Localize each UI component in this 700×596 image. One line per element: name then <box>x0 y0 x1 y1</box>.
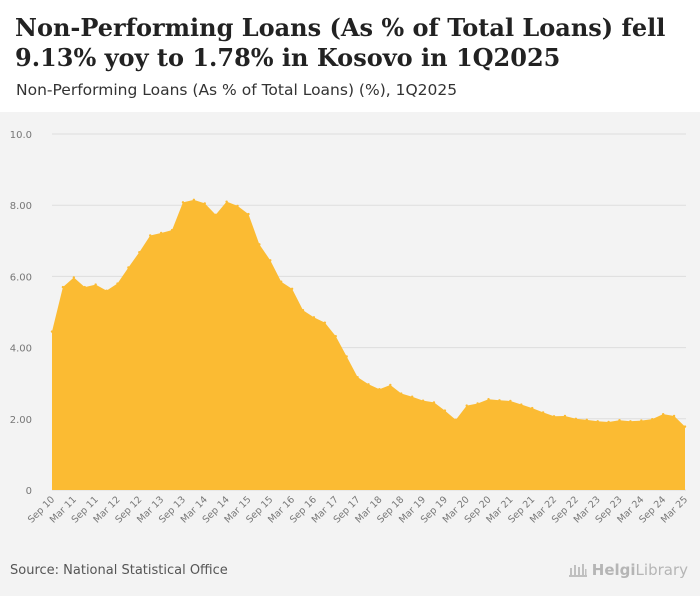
data-point <box>574 417 578 420</box>
data-point <box>94 283 97 286</box>
data-point <box>509 399 512 403</box>
data-point <box>476 402 479 405</box>
data-point <box>596 420 599 423</box>
data-point <box>378 388 381 391</box>
data-point <box>607 420 610 424</box>
data-point <box>465 404 468 407</box>
data-point <box>269 259 272 262</box>
y-tick-label: 8.00 <box>10 201 32 212</box>
helgi-library-logo: Helgi Library <box>568 561 688 579</box>
data-point <box>629 420 632 423</box>
data-point <box>400 392 403 395</box>
data-point <box>61 285 65 289</box>
data-point <box>127 266 130 269</box>
data-point <box>181 201 185 204</box>
header: Non-Performing Loans (As % of Total Loan… <box>0 0 700 112</box>
data-point <box>367 383 370 386</box>
data-point <box>410 395 414 398</box>
chart-title: Non-Performing Loans (As % of Total Loan… <box>15 13 666 72</box>
data-point <box>312 316 316 319</box>
brand-name-library: Library <box>635 561 688 579</box>
data-point <box>192 198 196 202</box>
data-point <box>585 418 588 422</box>
data-point <box>640 419 643 422</box>
data-point <box>301 309 305 312</box>
y-tick-label: 4.00 <box>10 344 32 355</box>
y-tick-label: 10.0 <box>10 130 32 141</box>
data-point <box>72 276 76 279</box>
data-point <box>672 414 676 418</box>
data-point <box>170 228 174 232</box>
data-point <box>138 250 141 254</box>
data-point <box>432 401 436 404</box>
data-point <box>356 375 359 379</box>
data-point <box>520 403 523 406</box>
data-point <box>661 412 665 416</box>
data-point <box>389 383 392 387</box>
data-point <box>541 411 545 414</box>
data-point <box>50 330 54 333</box>
chart-area: 0 2.00 4.00 6.00 8.00 10.0 Sep 10 Mar 11 Sep 11 M… <box>0 112 700 596</box>
data-point <box>116 282 119 285</box>
library-icon <box>568 562 588 578</box>
data-point <box>443 409 447 412</box>
y-tick-label: 6.00 <box>10 272 32 283</box>
brand-name-helgi: Helgi <box>591 561 636 579</box>
data-point <box>323 321 327 324</box>
data-point <box>258 243 261 246</box>
data-point <box>454 418 458 422</box>
data-point <box>651 417 654 421</box>
data-point <box>487 398 490 401</box>
data-point <box>214 213 217 217</box>
source-note: Source: National Statistical Office <box>10 563 228 578</box>
data-point <box>247 212 250 216</box>
data-point <box>334 335 337 338</box>
series-area <box>52 199 685 491</box>
data-point <box>105 289 108 292</box>
data-point <box>618 419 621 422</box>
data-point <box>149 234 152 237</box>
data-point <box>290 287 294 291</box>
data-point <box>552 415 556 418</box>
chart-subtitle: Non-Performing Loans (As % of Total Loan… <box>16 81 458 99</box>
data-point <box>236 204 239 208</box>
data-point <box>421 399 425 402</box>
data-point <box>203 202 206 205</box>
data-point <box>279 280 283 283</box>
data-point <box>345 355 348 358</box>
y-tick-label: 2.00 <box>10 415 32 426</box>
data-point <box>563 414 567 418</box>
data-point <box>531 406 534 410</box>
data-point <box>83 285 86 289</box>
y-tick-label: 0 <box>26 486 32 497</box>
data-point <box>498 399 501 402</box>
data-point <box>159 231 163 235</box>
data-point <box>225 200 228 203</box>
data-point <box>683 425 687 428</box>
